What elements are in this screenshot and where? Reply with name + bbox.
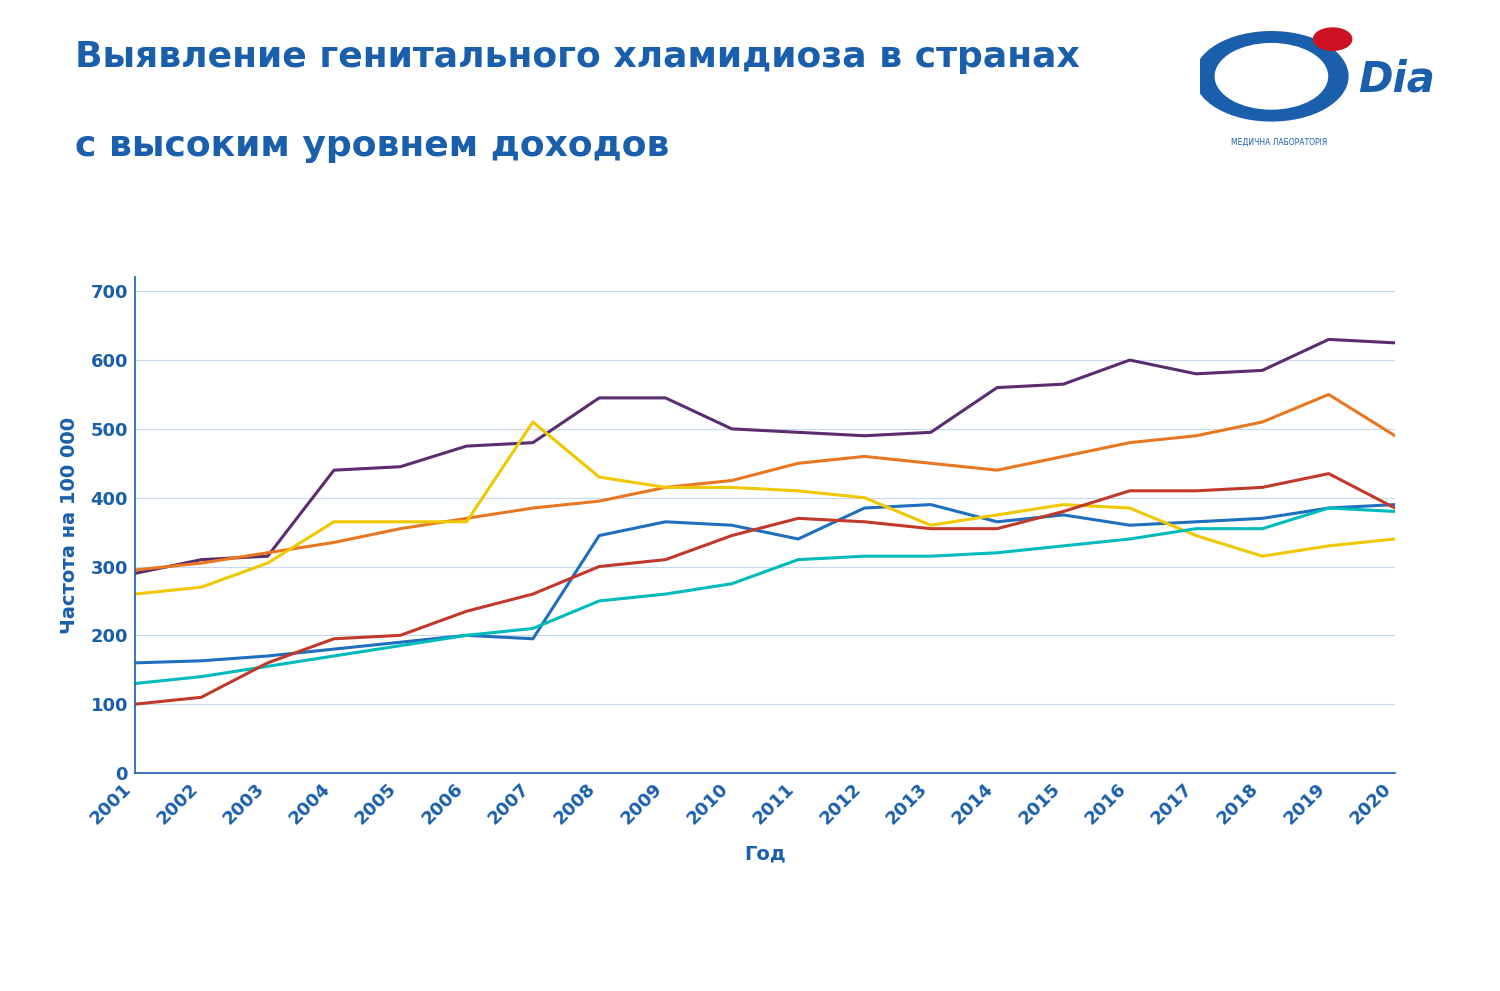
X-axis label: Год: Год <box>744 844 786 864</box>
Circle shape <box>1215 44 1328 109</box>
Text: с высоким уровнем доходов: с высоким уровнем доходов <box>75 129 669 163</box>
Text: МЕДИЧНА ЛАБОРАТОРІЯ: МЕДИЧНА ЛАБОРАТОРІЯ <box>1230 137 1328 147</box>
Y-axis label: Частота на 100 000: Частота на 100 000 <box>60 416 80 634</box>
Text: Выявление генитального хламидиоза в странах: Выявление генитального хламидиоза в стра… <box>75 40 1080 73</box>
Circle shape <box>1196 32 1348 121</box>
Circle shape <box>1314 28 1352 51</box>
Text: Dia: Dia <box>1358 58 1436 100</box>
